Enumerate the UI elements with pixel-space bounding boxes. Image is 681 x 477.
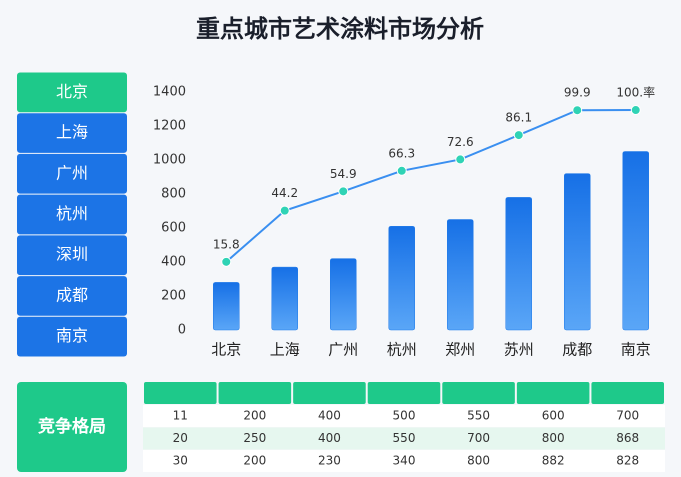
x-tick-label: 成都 (562, 341, 592, 359)
table-cell: 868 (616, 431, 639, 445)
menu-label[interactable]: 杭州 (56, 204, 88, 223)
table-cell: 700 (616, 409, 639, 423)
table-cell: 11 (173, 409, 188, 423)
table-cell: 600 (542, 409, 565, 423)
table-header-cell (293, 382, 366, 404)
table-cell: 550 (467, 409, 490, 423)
x-tick-label: 上海 (270, 341, 300, 359)
data-label: 86.1 (505, 111, 532, 125)
bar (213, 282, 240, 331)
line (225, 109, 636, 263)
table-header-cell (591, 382, 664, 404)
y-tick-label: 1400 (153, 85, 186, 100)
bar (388, 226, 415, 331)
y-tick-label: 600 (161, 221, 186, 236)
table-cell: 400 (318, 409, 341, 423)
data-label: 44.2 (271, 186, 298, 200)
data-label: 66.3 (388, 146, 415, 160)
line-point (455, 154, 466, 165)
table-header-cell (367, 382, 441, 404)
table-cell: 828 (616, 454, 639, 468)
y-tick-label: 400 (161, 255, 186, 270)
line-point (572, 105, 583, 116)
bar (447, 219, 474, 331)
page-title: 重点城市艺术涂料市场分析 (196, 15, 484, 43)
y-tick-label: 0 (178, 323, 186, 338)
x-tick-label: 郑州 (445, 341, 475, 359)
table-cell: 340 (393, 454, 416, 468)
x-tick-label: 杭州 (387, 341, 417, 359)
bar (271, 266, 298, 331)
table-label: 竞争格局 (38, 416, 106, 437)
data-label: 100.率 (616, 85, 655, 100)
table-header-cell (218, 382, 292, 404)
table-cell: 200 (243, 409, 266, 423)
bar (330, 258, 357, 331)
menu-item[interactable] (17, 316, 127, 357)
table: 11 200 400 500 550 600 700 20 250 400 550 700 800 868… (143, 382, 665, 472)
table-header-cell (144, 382, 217, 404)
menu-label[interactable]: 南京 (56, 326, 88, 345)
table-cell: 500 (393, 409, 416, 423)
y-tick-label: 200 (161, 289, 186, 304)
y-tick-label: 800 (161, 187, 186, 202)
x-tick-label: 北京 (211, 341, 241, 359)
bar (564, 173, 591, 331)
bar (622, 151, 649, 331)
line-point (221, 256, 232, 267)
line-point (630, 105, 641, 116)
table-row (143, 450, 665, 472)
table-cell: 800 (542, 431, 565, 445)
menu-label[interactable]: 成都 (56, 285, 88, 304)
table-cell: 550 (393, 431, 416, 445)
table-header-cell (442, 382, 515, 404)
table-cell: 30 (173, 454, 188, 468)
table-cell: 250 (243, 431, 266, 445)
data-label: 54.9 (330, 167, 357, 181)
table-cell: 400 (318, 431, 341, 445)
data-label: 72.6 (447, 135, 474, 149)
menu-item[interactable] (17, 235, 127, 276)
menu-label[interactable]: 广州 (56, 163, 88, 182)
x-tick-label: 广州 (328, 341, 358, 359)
table-cell: 20 (173, 431, 188, 445)
x-tick-label: 苏州 (504, 341, 534, 359)
line-point (279, 205, 290, 216)
table-cell: 230 (318, 454, 341, 468)
table-row (143, 427, 665, 450)
y-tick-label: 1200 (153, 119, 186, 134)
table-cell: 200 (243, 454, 266, 468)
line-point (338, 186, 349, 197)
menu-label[interactable]: 北京 (56, 82, 88, 101)
x-tick-label: 南京 (621, 341, 651, 359)
table-cell: 882 (542, 454, 565, 468)
menu-item[interactable] (17, 72, 127, 113)
chart: 0 200 400 600 800 1000 1200 1400 北京 上海 广州 杭州 郑州 苏州 成都 南… (153, 85, 655, 359)
y-tick-label: 1000 (153, 153, 186, 168)
table-cell: 700 (467, 431, 490, 445)
menu-item[interactable] (17, 113, 127, 153)
data-label: 99.9 (564, 86, 591, 100)
menu-item[interactable] (17, 153, 127, 194)
line-point (396, 165, 407, 176)
table-cell: 800 (467, 454, 490, 468)
data-label: 15.8 (213, 237, 240, 251)
menu-item[interactable] (17, 194, 127, 235)
line-point (513, 130, 524, 141)
menu-item[interactable] (17, 276, 127, 316)
bar (505, 197, 532, 331)
menu-label[interactable]: 上海 (56, 123, 88, 142)
table-header-cell (516, 382, 590, 404)
table-label-box (17, 382, 127, 472)
menu-label[interactable]: 深圳 (56, 245, 88, 264)
table-row (143, 405, 665, 427)
